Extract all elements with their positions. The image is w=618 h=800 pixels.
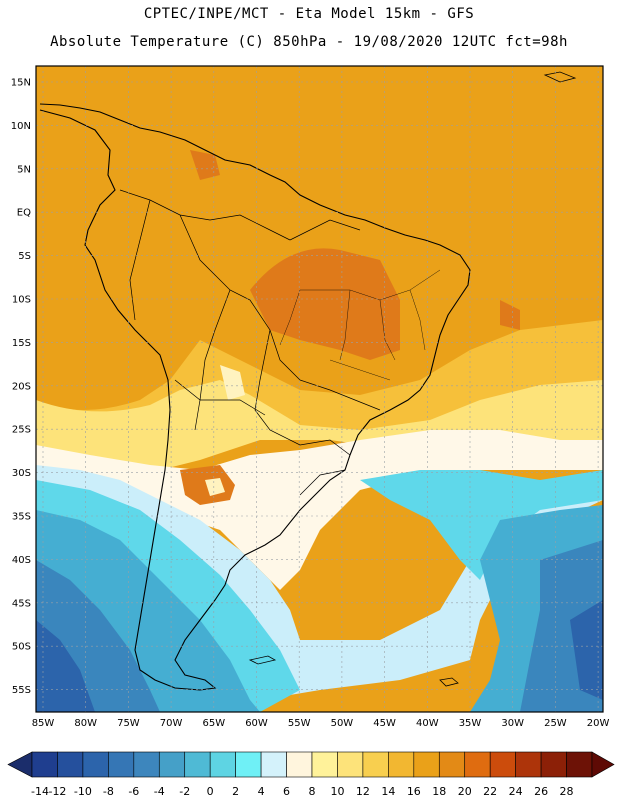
colorbar-swatch <box>108 751 135 778</box>
lon-label: 45W <box>373 718 396 729</box>
colorbar-label: 0 <box>207 785 214 798</box>
colorbar-swatch <box>209 751 236 778</box>
lon-label: 80W <box>74 718 97 729</box>
south-america-coastline <box>39 103 471 691</box>
colorbar-swatch <box>311 751 338 778</box>
colorbar-swatch <box>158 751 186 778</box>
colorbar-swatch <box>57 751 84 778</box>
lon-label: 40W <box>416 718 439 729</box>
colorbar-swatch <box>566 751 593 778</box>
lat-label: 35S <box>12 512 31 523</box>
colorbar-swatch <box>133 751 160 778</box>
state-borders <box>279 269 441 381</box>
colorbar-swatch <box>540 751 567 778</box>
colorbar-swatch <box>489 751 516 778</box>
colorbar-swatch <box>388 751 415 778</box>
islands <box>248 71 577 687</box>
longitude-labels: 85W 80W 75W 70W 65W 60W 55W 50W 45W 40W 35W 30W 25W 2… <box>32 718 610 729</box>
lon-label: 85W <box>32 718 55 729</box>
colorbar-label: 18 <box>432 785 446 798</box>
colorbar-label: -4 <box>154 785 165 798</box>
lon-label: 60W <box>245 718 268 729</box>
colorbar-swatch <box>438 751 466 778</box>
colorbar: -14 -12 -10 -8 -6 -4 -2 0 2 4 6 8 10 12 14 16 18 20 22 24 26… <box>7 751 615 798</box>
colorbar-label: 12 <box>356 785 370 798</box>
colorbar-label: 20 <box>458 785 472 798</box>
latitude-labels: 15N 10N 5N EQ 5S 10S 15S 20S 25S 30S 35S 40S 45S 50S 5… <box>11 78 31 697</box>
colorbar-swatch <box>82 751 109 778</box>
lon-label: 35W <box>459 718 482 729</box>
colorbar-label: 4 <box>258 785 265 798</box>
colorbar-label: -14 <box>31 785 49 798</box>
argentina-pale-spot <box>205 478 225 496</box>
lon-label: 25W <box>544 718 567 729</box>
temperature-field <box>36 66 603 712</box>
lat-label: 45S <box>12 598 31 609</box>
lat-label: 40S <box>12 555 31 566</box>
colorbar-swatch <box>260 751 287 778</box>
lat-label: 55S <box>12 685 31 696</box>
lat-label: 10N <box>11 121 31 132</box>
map-frame <box>35 65 604 713</box>
lat-label: 50S <box>12 642 31 653</box>
colorbar-swatch <box>464 751 491 778</box>
colorbar-label: -8 <box>103 785 114 798</box>
colorbar-label: 24 <box>509 785 523 798</box>
lon-label: 65W <box>202 718 225 729</box>
colorbar-label: 2 <box>232 785 239 798</box>
lat-label: 10S <box>12 295 31 306</box>
colorbar-swatch <box>184 751 211 778</box>
colorbar-label: 26 <box>534 785 548 798</box>
colorbar-label: 14 <box>381 785 395 798</box>
colorbar-label: -12 <box>48 785 66 798</box>
colorbar-label: 10 <box>330 785 344 798</box>
lat-label: 15N <box>11 78 31 89</box>
colorbar-label: -10 <box>74 785 92 798</box>
lon-label: 75W <box>117 718 140 729</box>
lat-label: 5N <box>17 164 31 175</box>
lat-label: 20S <box>12 381 31 392</box>
lon-label: 50W <box>331 718 354 729</box>
dark-orange-zone <box>190 150 520 360</box>
colorbar-swatch <box>235 751 262 778</box>
lat-label: 5S <box>18 251 31 262</box>
colorbar-swatch <box>337 751 364 778</box>
yellow-zone <box>36 380 603 470</box>
colorbar-swatch <box>515 751 542 778</box>
lon-label: 20W <box>587 718 610 729</box>
lat-label: 15S <box>12 338 31 349</box>
andes-pale-spot <box>220 365 245 400</box>
light-blue-zone <box>36 505 603 712</box>
colorbar-label: 8 <box>309 785 316 798</box>
lat-label: EQ <box>17 208 31 219</box>
colorbar-label: 28 <box>560 785 574 798</box>
lon-label: 70W <box>160 718 183 729</box>
blue-zone <box>36 540 603 712</box>
country-borders <box>119 189 381 496</box>
colorbar-label: 22 <box>483 785 497 798</box>
colorbar-swatch <box>286 751 313 778</box>
colorbar-label: -6 <box>128 785 139 798</box>
colorbar-high-arrow <box>591 751 615 778</box>
colorbar-swatch <box>362 751 389 778</box>
colorbar-swatch <box>413 751 440 778</box>
colorbar-swatch <box>31 751 58 778</box>
title-line-2: Absolute Temperature (C) 850hPa - 19/08/… <box>50 34 568 50</box>
lat-label: 30S <box>12 468 31 479</box>
lat-label: 25S <box>12 425 31 436</box>
colorbar-label: -2 <box>179 785 190 798</box>
colorbar-label: 16 <box>407 785 421 798</box>
lon-label: 30W <box>501 718 524 729</box>
colorbar-label: 6 <box>283 785 290 798</box>
lon-label: 55W <box>288 718 311 729</box>
colorbar-low-arrow <box>7 751 33 778</box>
title-line-1: CPTEC/INPE/MCT - Eta Model 15km - GFS <box>143 6 475 22</box>
